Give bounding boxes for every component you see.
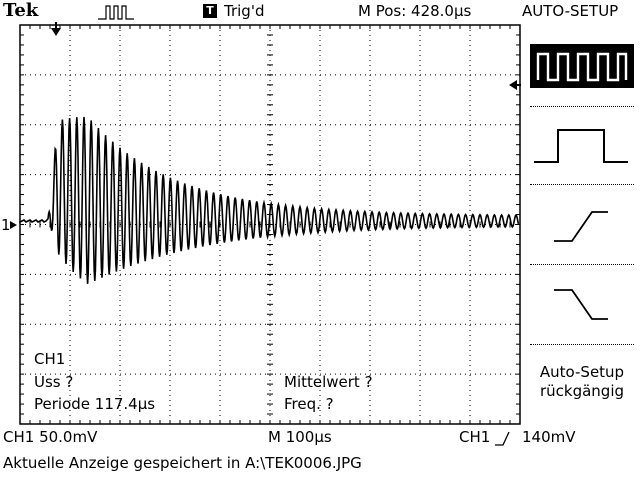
menu-title: AUTO-SETUP [522, 2, 619, 20]
ch1-waveform [19, 116, 520, 284]
ch1-ground-marker: 1 [1, 216, 11, 234]
ch1-scale: CH1 50.0mV [3, 428, 98, 446]
menu-item-rising-edge[interactable] [530, 200, 634, 250]
menu-item-falling-edge[interactable] [530, 278, 634, 328]
auto-setup-undo-button[interactable]: Auto-Setup rückgängig [530, 362, 634, 410]
ch1-ground-arrow [10, 221, 17, 229]
measurement-freq: Freq. ? [284, 395, 334, 413]
trigger-level: 140mV [522, 428, 576, 446]
menu-divider [530, 344, 634, 345]
trigger-position-marker [51, 22, 61, 36]
single-pulse-icon [534, 129, 628, 163]
trigger-source: CH1 [459, 428, 491, 446]
timebase: M 100µs [268, 428, 332, 446]
brand-logo: Tek [3, 0, 39, 21]
undo-label-line1: Auto-Setup [539, 363, 625, 381]
trigger-status: Trig'd [224, 2, 265, 20]
rising-edge-icon [554, 211, 608, 242]
square-wave-icon [536, 52, 628, 82]
trigger-level-marker [509, 80, 521, 90]
acquisition-pulse-icon [98, 5, 134, 20]
menu-item-single-pulse[interactable] [530, 120, 634, 170]
trigger-badge: T [203, 4, 217, 18]
menu-divider [530, 184, 634, 185]
measurement-channel: CH1 [34, 350, 66, 368]
menu-divider [530, 264, 634, 265]
menu-divider [530, 106, 634, 107]
measurement-mittelwert: Mittelwert ? [284, 373, 373, 391]
measurement-uss: Uss ? [34, 373, 74, 391]
falling-edge-icon [554, 289, 608, 320]
measurement-periode: Periode 117.4µs [34, 395, 156, 413]
graticule [19, 24, 521, 425]
status-message: Aktuelle Anzeige gespeichert in A:\TEK00… [3, 454, 362, 472]
menu-item-square-wave[interactable] [530, 44, 634, 88]
undo-label-line2: rückgängig [539, 382, 625, 400]
horizontal-position: M Pos: 428.0µs [358, 2, 472, 20]
rising-slope-icon [495, 431, 510, 446]
